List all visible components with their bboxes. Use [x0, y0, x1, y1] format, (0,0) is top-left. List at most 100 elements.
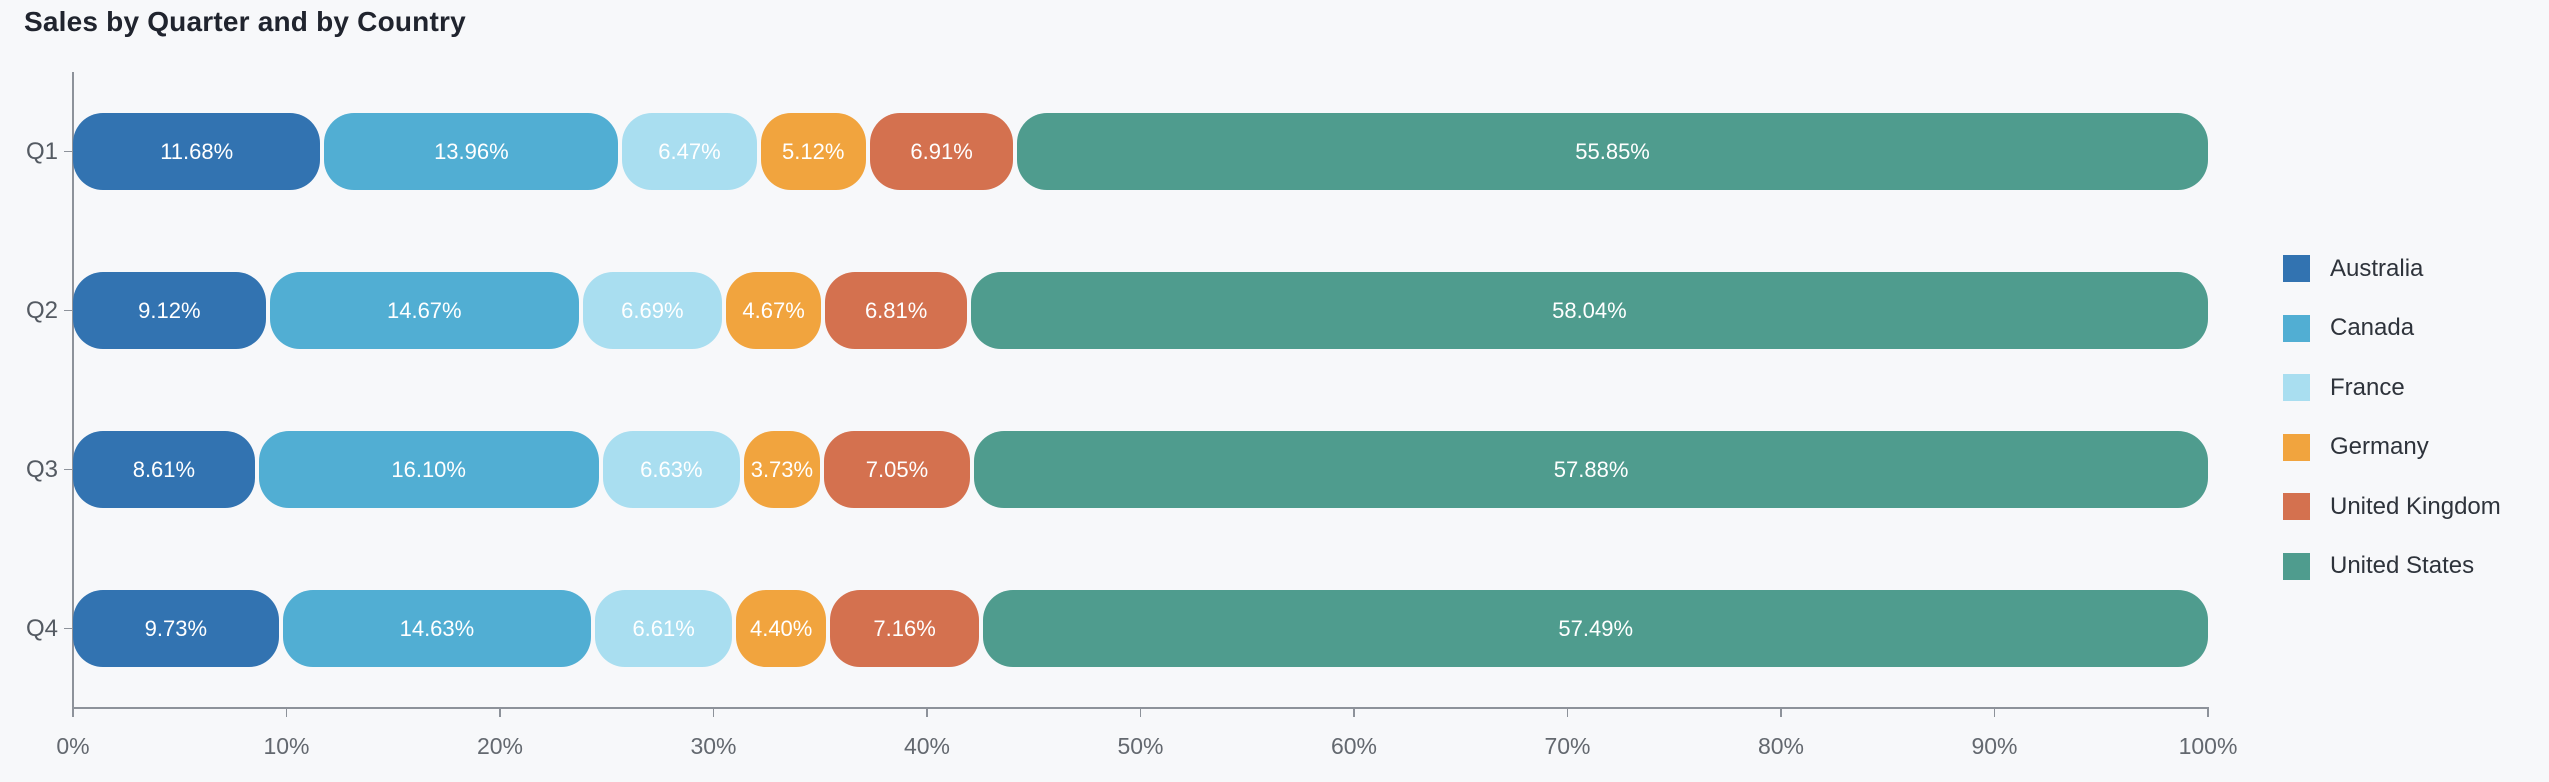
- bar-segment-q3-united-states[interactable]: 57.88%: [974, 431, 2208, 508]
- bar-value-label: 5.12%: [782, 138, 845, 164]
- bar-segment-q4-canada[interactable]: 14.63%: [282, 590, 592, 667]
- x-tick-mark: [926, 708, 928, 717]
- category-label-q1: Q1: [25, 137, 58, 165]
- x-tick-mark: [1353, 708, 1355, 717]
- bar-segment-q3-canada[interactable]: 16.10%: [258, 431, 599, 508]
- legend-swatch: [2283, 255, 2310, 282]
- x-tick-label: 30%: [690, 733, 737, 759]
- bar-segment-q1-germany[interactable]: 5.12%: [760, 113, 866, 190]
- x-tick-mark: [712, 708, 715, 717]
- bar-segment-q4-australia[interactable]: 9.73%: [73, 590, 279, 667]
- bar-value-label: 16.10%: [391, 456, 466, 482]
- x-tick-label: 40%: [903, 733, 951, 759]
- bar-value-label: 6.61%: [632, 615, 695, 641]
- x-tick-mark: [499, 708, 501, 717]
- x-tick-label: 90%: [1971, 733, 2018, 759]
- bar-value-label: 58.04%: [1552, 297, 1627, 323]
- y-tick-mark: [64, 627, 73, 630]
- legend-item-united-states[interactable]: United States: [2283, 552, 2501, 580]
- bar-value-label: 3.73%: [750, 456, 814, 482]
- x-tick-label: 80%: [1757, 733, 1805, 759]
- bar-segment-q3-australia[interactable]: 8.61%: [73, 431, 255, 508]
- category-label-q2: Q2: [25, 296, 58, 324]
- legend-swatch: [2283, 314, 2310, 342]
- x-tick-mark: [1993, 708, 1996, 717]
- legend-swatch: [2283, 433, 2310, 461]
- bar-segment-q2-france[interactable]: 6.69%: [582, 272, 722, 349]
- legend-label: Germany: [2330, 433, 2429, 460]
- category-label-q3: Q3: [25, 455, 58, 483]
- bar-segment-q4-france[interactable]: 6.61%: [595, 590, 733, 667]
- bar-value-label: 6.81%: [864, 297, 928, 323]
- bar-value-label: 7.16%: [873, 615, 936, 641]
- y-tick-mark: [64, 468, 73, 471]
- bar-value-label: 6.63%: [640, 456, 703, 482]
- x-tick-label: 20%: [476, 733, 524, 759]
- x-tick-mark: [72, 708, 74, 717]
- y-tick-mark: [64, 309, 73, 312]
- legend-swatch: [2283, 552, 2310, 580]
- bar-segment-q4-united-states[interactable]: 57.49%: [983, 590, 2209, 667]
- x-tick-label: 10%: [263, 733, 310, 759]
- legend-swatch: [2283, 493, 2310, 520]
- chart-title: Sales by Quarter and by Country: [24, 6, 466, 37]
- bar-segment-q1-united-kingdom[interactable]: 6.91%: [869, 113, 1014, 190]
- bar-value-label: 6.69%: [621, 297, 684, 323]
- y-axis-line: [72, 72, 74, 708]
- bar-segment-q3-united-kingdom[interactable]: 7.05%: [823, 431, 971, 508]
- bar-segment-q4-germany[interactable]: 4.40%: [736, 590, 827, 667]
- bar-value-label: 11.68%: [160, 138, 234, 164]
- bar-value-label: 4.40%: [749, 615, 813, 641]
- legend-item-france[interactable]: France: [2283, 374, 2501, 401]
- legend-label: France: [2330, 373, 2405, 401]
- bar-value-label: 8.61%: [132, 456, 196, 482]
- bar-segment-q1-united-states[interactable]: 55.85%: [1017, 113, 2208, 190]
- bar-value-label: 55.85%: [1575, 138, 1650, 164]
- x-tick-mark: [1566, 708, 1569, 717]
- bar-segment-q3-germany[interactable]: 3.73%: [744, 431, 820, 508]
- bar-segment-q2-united-kingdom[interactable]: 6.81%: [825, 272, 967, 349]
- bar-value-label: 6.91%: [910, 138, 973, 164]
- bar-segment-q1-canada[interactable]: 13.96%: [324, 113, 619, 190]
- bar-segment-q2-germany[interactable]: 4.67%: [725, 272, 822, 349]
- y-tick-mark: [64, 150, 73, 153]
- bar-value-label: 13.96%: [434, 138, 509, 164]
- bar-value-label: 6.47%: [658, 138, 721, 164]
- legend-item-canada[interactable]: Canada: [2283, 314, 2501, 342]
- bar-value-label: 57.49%: [1558, 615, 1634, 641]
- bar-segment-q2-canada[interactable]: 14.67%: [269, 272, 579, 349]
- bar-value-label: 14.67%: [386, 297, 462, 323]
- bar-value-label: 4.67%: [742, 297, 805, 323]
- legend-label: Australia: [2330, 254, 2424, 282]
- bar-segment-q1-australia[interactable]: 11.68%: [73, 113, 321, 190]
- x-tick-label: 0%: [56, 733, 90, 759]
- x-tick-label: 70%: [1544, 733, 1591, 759]
- bar-segment-q3-france[interactable]: 6.63%: [602, 431, 741, 508]
- legend-item-germany[interactable]: Germany: [2283, 433, 2501, 461]
- x-tick-mark: [1780, 708, 1782, 717]
- legend-swatch: [2283, 374, 2310, 401]
- bar-segment-q2-australia[interactable]: 9.12%: [73, 272, 266, 349]
- legend-label: Canada: [2330, 314, 2415, 341]
- x-tick-label: 50%: [1117, 733, 1164, 759]
- bar-value-label: 9.73%: [144, 615, 208, 641]
- bar-value-label: 7.05%: [865, 456, 929, 482]
- category-label-q4: Q4: [25, 614, 58, 642]
- legend: Australia Canada France Germany United Kingd…: [2283, 255, 2501, 580]
- legend-item-australia[interactable]: Australia: [2283, 255, 2501, 282]
- x-tick-label: 60%: [1330, 733, 1378, 759]
- legend-label: United Kingdom: [2330, 492, 2501, 520]
- x-tick-mark: [1139, 708, 1142, 717]
- bar-segment-q4-united-kingdom[interactable]: 7.16%: [830, 590, 979, 667]
- bar-value-label: 57.88%: [1553, 456, 1629, 482]
- x-tick-label: 100%: [2178, 733, 2238, 759]
- legend-item-united-kingdom[interactable]: United Kingdom: [2283, 493, 2501, 520]
- x-tick-mark: [2207, 708, 2209, 717]
- x-tick-mark: [285, 708, 288, 717]
- bar-segment-q1-france[interactable]: 6.47%: [622, 113, 757, 190]
- legend-label: United States: [2330, 552, 2475, 579]
- bar-value-label: 14.63%: [399, 615, 475, 641]
- x-axis-line: [72, 707, 2209, 709]
- bar-segment-q2-united-states[interactable]: 58.04%: [970, 272, 2208, 349]
